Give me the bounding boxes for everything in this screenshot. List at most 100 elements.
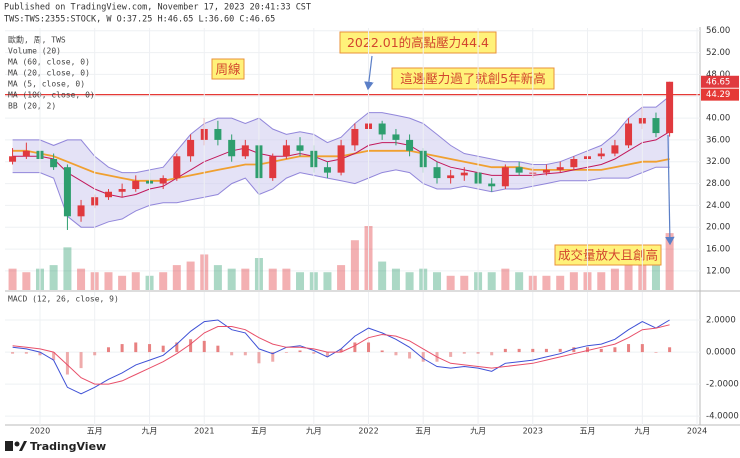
panel-title: MACD (12, 26, close, 9) (8, 295, 119, 304)
histogram-bar (202, 340, 206, 353)
histogram-bar (490, 352, 494, 356)
x-tick-label: 五月 (87, 427, 103, 436)
volume-bar (227, 268, 236, 290)
volume-bar (186, 261, 195, 290)
y-tick-label: 40.00 (706, 114, 730, 124)
candle-body (406, 139, 414, 151)
histogram-bar (161, 345, 165, 353)
volume-bar (665, 233, 674, 290)
candle-body (50, 159, 58, 168)
volume-bar (268, 268, 277, 290)
volume-bar (487, 272, 496, 290)
volume-bar (433, 272, 442, 290)
histogram-bar (517, 348, 521, 353)
volume-bar (104, 272, 113, 290)
histogram-bar (476, 352, 480, 354)
volume-bar (460, 275, 469, 290)
candle-body (63, 167, 71, 217)
histogram-bar (79, 352, 83, 369)
volume-bar (77, 268, 86, 290)
histogram-bar (106, 347, 110, 353)
candle-body (241, 145, 249, 157)
histogram-bar (627, 344, 631, 353)
annotation: 2022.01的高點壓力44.4 (347, 35, 489, 50)
histogram-bar (65, 352, 69, 375)
histogram-bar (134, 342, 138, 353)
candle-body (323, 167, 331, 173)
candle-body (214, 128, 222, 140)
histogram-bar (312, 352, 316, 354)
histogram-bar (503, 348, 507, 353)
histogram-bar (531, 348, 535, 353)
candle-body (378, 123, 386, 135)
histogram-bar (52, 352, 56, 361)
x-tick-label: 九月 (634, 427, 650, 436)
candle-body (392, 134, 400, 140)
histogram-bar (148, 344, 152, 353)
published-line: Published on TradingView.com, November 1… (4, 3, 311, 13)
y-tick-label: 52.00 (706, 48, 730, 58)
volume-bar (22, 272, 31, 290)
legend-entry: 歐勳, 周, TWS (8, 35, 66, 45)
y-tick-label: -2.0000 (706, 380, 739, 390)
histogram-bar (421, 352, 425, 362)
histogram-bar (613, 347, 617, 353)
volume-bar (296, 272, 305, 290)
candle-body (132, 180, 140, 190)
volume-bar (131, 272, 140, 290)
arrow (665, 134, 675, 246)
symbol-line: TWS:TWS:2355:STOCK, W O:37.25 H:46.65 L:… (4, 15, 275, 25)
candle-body (515, 167, 523, 173)
volume-bar (282, 268, 291, 290)
candle-body (228, 139, 236, 157)
histogram-bar (216, 345, 220, 353)
y-tick-label: 0.0000 (706, 348, 736, 358)
candle-body (337, 145, 345, 173)
x-tick-label: 五月 (251, 427, 267, 436)
y-tick-label: 32.00 (706, 157, 730, 167)
histogram-bar (599, 348, 603, 353)
x-tick-label: 九月 (470, 427, 486, 436)
candle-body (611, 145, 619, 154)
legend-entry: MA (5, close, 0) (8, 80, 85, 89)
volume-bar (542, 275, 551, 290)
x-tick-label: 九月 (142, 427, 158, 436)
candle-body (187, 139, 195, 157)
brand-name: TradingView (30, 440, 106, 453)
y-tick-label: 16.00 (706, 245, 730, 255)
volume-bar (446, 275, 455, 290)
histogram-bar (394, 352, 398, 356)
candle-body (501, 167, 509, 187)
histogram-bar (572, 347, 576, 353)
candle-body (447, 175, 455, 179)
histogram-bar (120, 344, 124, 353)
candle-body (173, 156, 181, 179)
histogram-bar (325, 352, 329, 357)
histogram-bar (284, 352, 288, 353)
arrow (364, 55, 374, 91)
volume-bar (556, 275, 565, 290)
candle-body (22, 150, 30, 157)
macd-line (12, 319, 670, 395)
histogram-bar (243, 352, 247, 356)
candle-body (269, 156, 277, 179)
candle-body (488, 183, 496, 187)
histogram-bar (380, 350, 384, 353)
histogram-bar (544, 348, 548, 353)
histogram-bar (93, 352, 97, 356)
volume-bar (569, 272, 578, 290)
legend-entry: MA (100, close, 0) (8, 91, 95, 100)
x-tick-label: 九月 (306, 427, 322, 436)
volume-bar (8, 268, 17, 290)
histogram-bar (668, 347, 672, 353)
last-price-label: 46.65 (706, 77, 730, 87)
volume-bar (213, 265, 222, 290)
histogram-bar (449, 352, 453, 357)
histogram-bar (189, 339, 193, 353)
annotation-box (339, 31, 497, 54)
price-label-box (701, 88, 739, 101)
candle-body (433, 167, 441, 179)
histogram-bar (11, 352, 15, 354)
histogram-bar (257, 352, 261, 364)
